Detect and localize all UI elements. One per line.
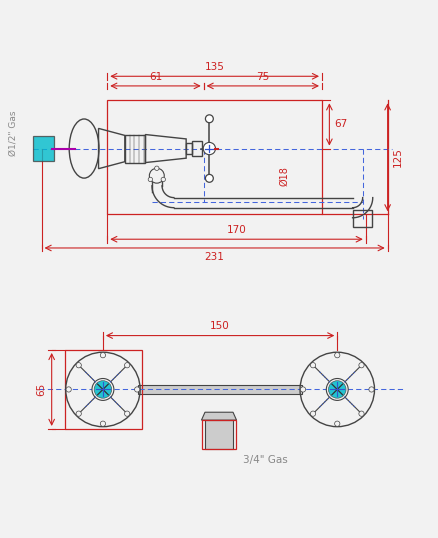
Circle shape <box>94 381 112 398</box>
Circle shape <box>148 177 152 182</box>
Bar <box>186 143 192 154</box>
Circle shape <box>161 177 166 182</box>
Polygon shape <box>201 412 237 420</box>
Text: Ø1/2" Gas: Ø1/2" Gas <box>9 110 18 156</box>
Text: Ø18: Ø18 <box>279 166 289 186</box>
Circle shape <box>134 387 140 392</box>
Circle shape <box>155 166 159 171</box>
Circle shape <box>203 143 215 155</box>
Bar <box>125 134 145 162</box>
Circle shape <box>205 174 213 182</box>
Circle shape <box>124 363 130 368</box>
Circle shape <box>100 352 106 358</box>
Text: 135: 135 <box>205 62 225 72</box>
Bar <box>353 210 372 226</box>
Text: 170: 170 <box>226 225 247 235</box>
Text: 125: 125 <box>393 147 403 167</box>
Circle shape <box>335 352 340 358</box>
Text: 231: 231 <box>205 252 225 263</box>
Circle shape <box>124 411 130 416</box>
Circle shape <box>149 168 164 183</box>
Text: 65: 65 <box>36 383 46 396</box>
Circle shape <box>369 387 374 392</box>
Text: 150: 150 <box>210 321 230 331</box>
Bar <box>33 136 54 161</box>
Circle shape <box>326 379 348 400</box>
Circle shape <box>335 421 340 426</box>
Circle shape <box>359 363 364 368</box>
Text: 75: 75 <box>256 72 269 82</box>
Circle shape <box>76 363 81 368</box>
Text: 67: 67 <box>335 119 348 130</box>
Bar <box>65 350 142 429</box>
Circle shape <box>205 115 213 123</box>
Bar <box>107 101 322 214</box>
Circle shape <box>76 411 81 416</box>
Bar <box>192 140 202 157</box>
Circle shape <box>359 411 364 416</box>
Circle shape <box>328 381 346 398</box>
Bar <box>205 420 233 449</box>
Bar <box>138 385 302 394</box>
Circle shape <box>100 421 106 426</box>
Circle shape <box>92 379 114 400</box>
Circle shape <box>311 411 316 416</box>
Circle shape <box>300 387 306 392</box>
Circle shape <box>311 363 316 368</box>
Text: 3/4" Gas: 3/4" Gas <box>243 455 288 464</box>
Bar <box>202 420 236 449</box>
Circle shape <box>66 387 71 392</box>
Text: 61: 61 <box>149 72 162 82</box>
